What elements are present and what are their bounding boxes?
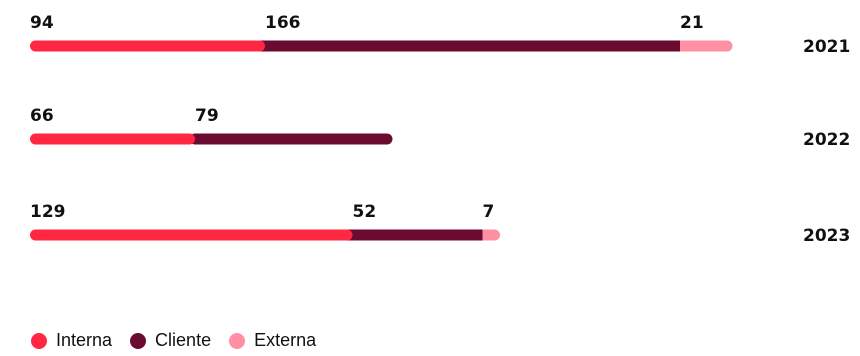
stacked-bar-chart: 94 166 21 66 79 129 52 7 2021 2022 2023 — [30, 13, 850, 246]
legend-label-cliente: Cliente — [155, 330, 212, 350]
category-label-2022: 2022 — [803, 130, 850, 150]
bar-interna-2021 — [30, 40, 265, 52]
bar-cliente-2023 — [347, 229, 483, 241]
value-label-externa-2021: 21 — [680, 13, 704, 33]
legend-item-cliente: Cliente — [130, 330, 211, 351]
value-label-cliente-2022: 79 — [195, 106, 219, 126]
category-label-2021: 2021 — [803, 37, 850, 57]
legend-label-interna: Interna — [56, 330, 113, 350]
bar-interna-2023 — [30, 229, 353, 241]
legend-swatch-cliente — [130, 332, 147, 349]
legend-swatch-externa — [229, 332, 246, 349]
value-label-cliente-2021: 166 — [265, 13, 301, 33]
bar-cliente-2022 — [189, 133, 393, 145]
value-label-interna-2021: 94 — [30, 13, 54, 33]
legend-item-interna: Interna — [31, 330, 112, 351]
value-label-interna-2022: 66 — [30, 106, 54, 126]
value-label-interna-2023: 129 — [30, 202, 66, 222]
bar-cliente-2021 — [259, 40, 680, 52]
category-label-2023: 2023 — [803, 226, 850, 246]
bar-interna-2022 — [30, 133, 195, 145]
legend-item-externa: Externa — [229, 330, 316, 351]
legend-label-externa: Externa — [254, 330, 317, 350]
legend-swatch-interna — [31, 332, 47, 349]
value-label-cliente-2023: 52 — [353, 202, 377, 222]
legend: Interna Cliente Externa — [31, 330, 334, 351]
bar-externa-2021 — [674, 40, 733, 52]
bar-externa-2023 — [477, 229, 500, 241]
value-label-externa-2023: 7 — [483, 202, 495, 222]
